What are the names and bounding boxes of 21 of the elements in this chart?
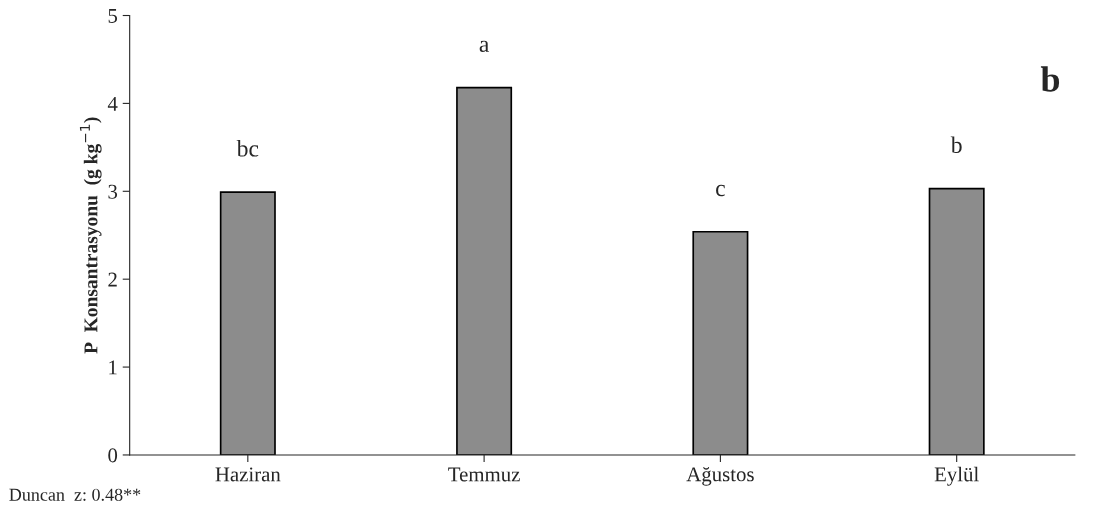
- y-tick-label: 3: [108, 184, 118, 199]
- y-axis-title: P Konsantrasyonu (g kg$^{−1}$): [79, 117, 102, 354]
- x-tick-label: Haziran: [215, 467, 281, 482]
- x-tick-label: Eylül: [934, 466, 979, 486]
- y-tick-label: 0: [108, 448, 118, 463]
- bar: [219, 191, 276, 455]
- x-tick-label: Ağustos: [686, 466, 754, 486]
- annotation: bc: [236, 140, 259, 157]
- x-tick-label: Temmuz: [448, 467, 520, 482]
- bar: [928, 187, 985, 455]
- text: Duncan z: 0.48**: [9, 488, 141, 501]
- y-tick-label: 4: [107, 96, 118, 111]
- bar: [692, 230, 749, 455]
- annotation: b: [1040, 66, 1060, 92]
- annotation: c: [716, 184, 725, 197]
- annotation: b: [950, 136, 962, 154]
- bar: [456, 86, 513, 455]
- y-tick-label: 5: [108, 9, 118, 23]
- y-tick-label: 1: [109, 360, 117, 375]
- annotation: a: [479, 40, 490, 53]
- y-tick-label: 2: [108, 272, 117, 287]
